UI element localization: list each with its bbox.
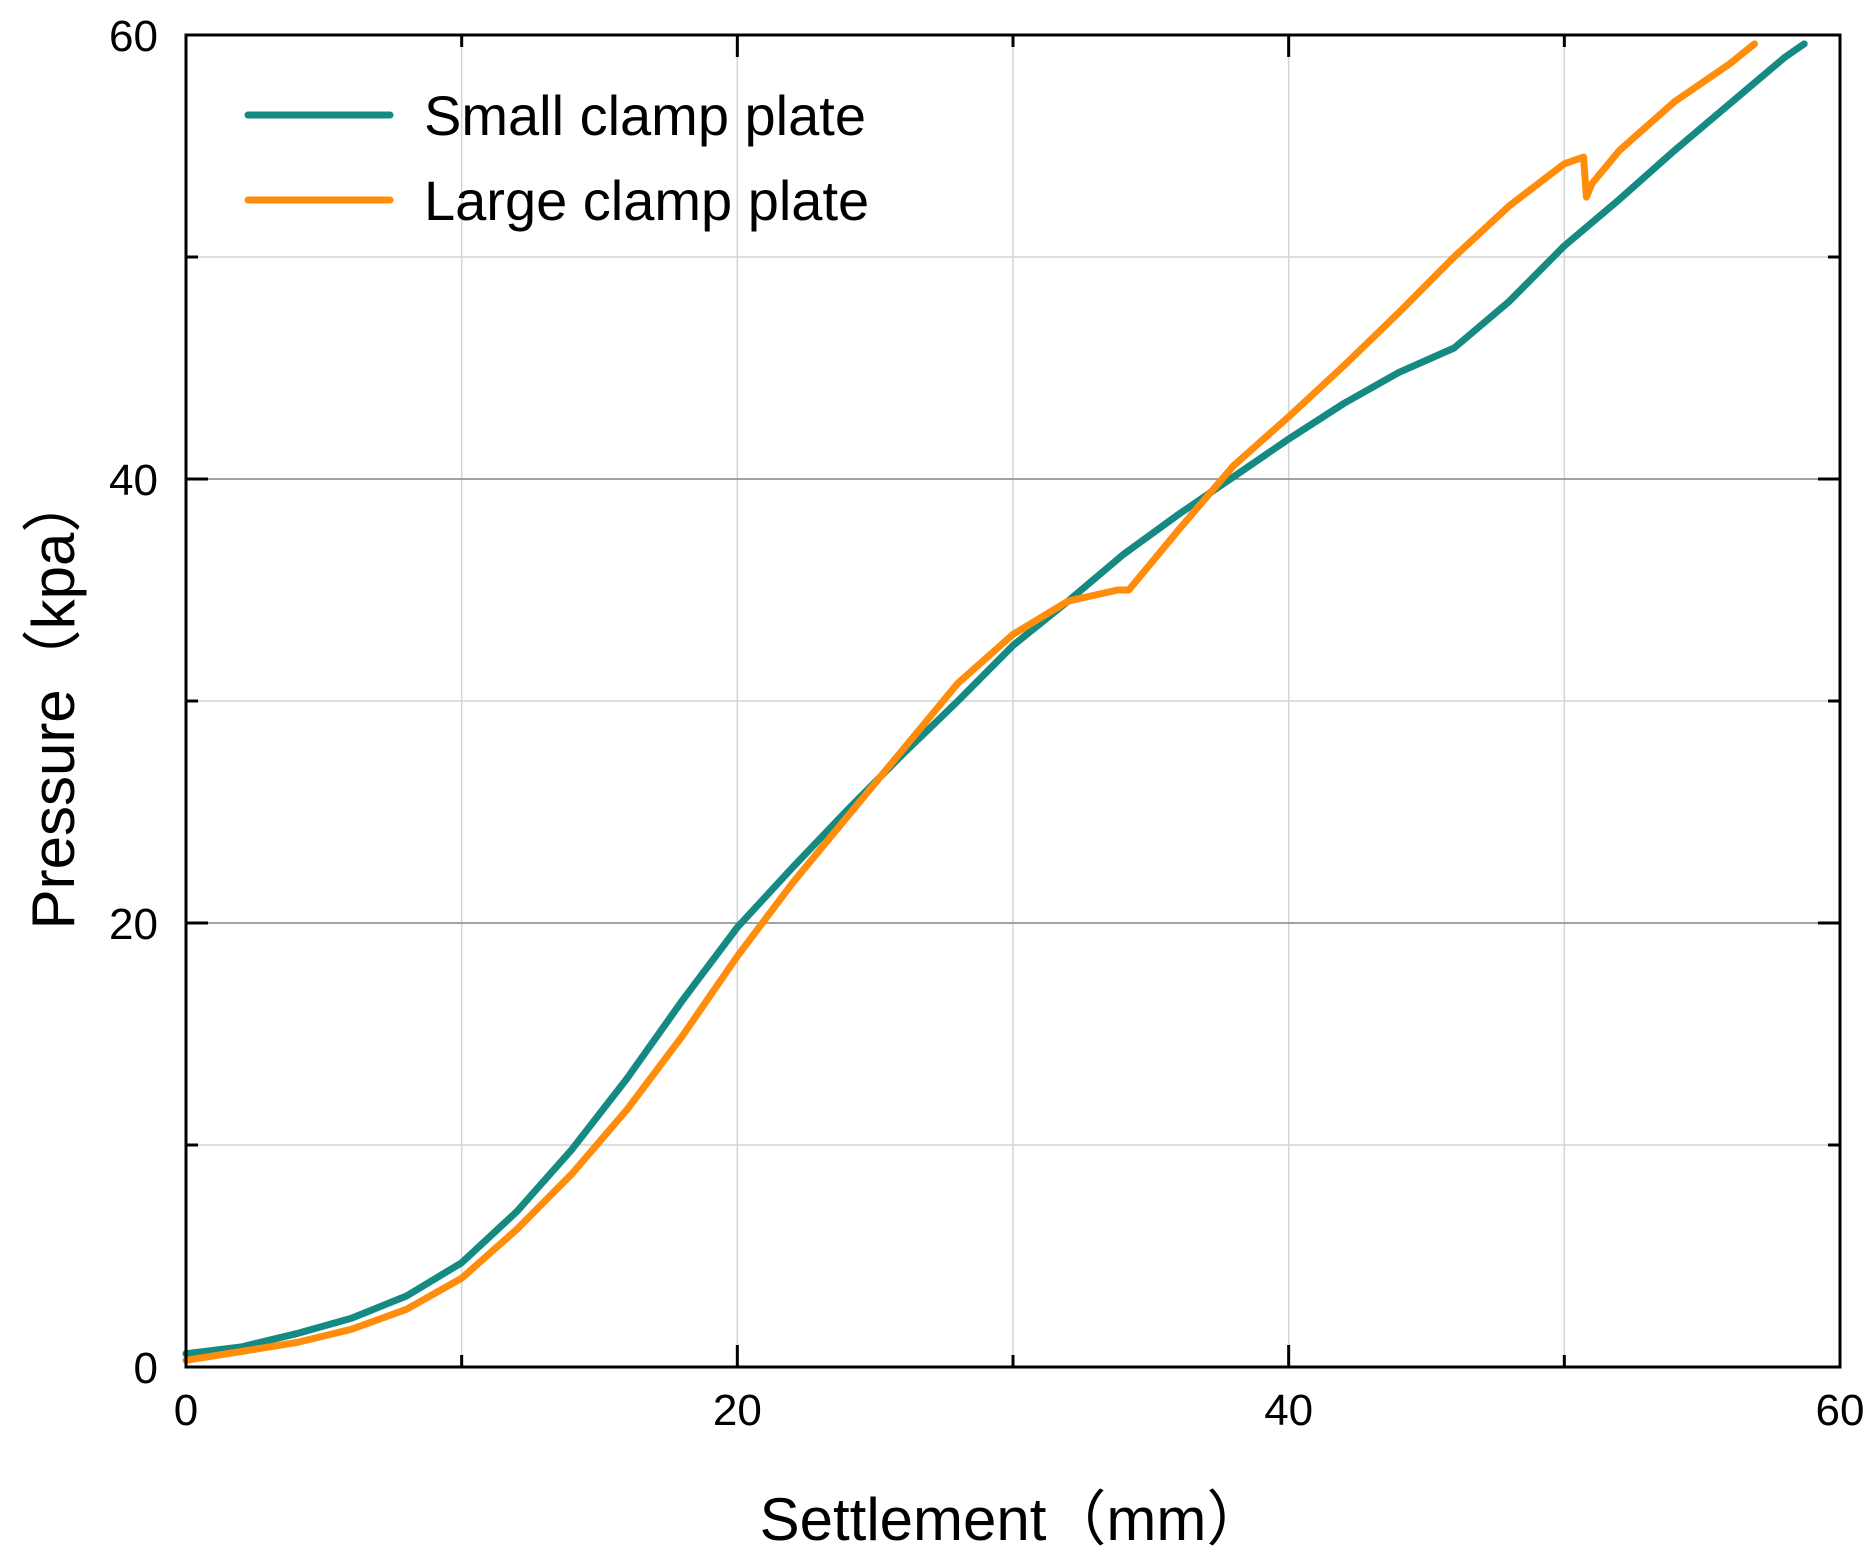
series-line-large-clamp-plate (182, 40, 1758, 1364)
x-tick-label: 20 (713, 1386, 762, 1435)
y-tick-label: 60 (109, 12, 158, 61)
x-tick-label: 60 (1816, 1386, 1865, 1435)
legend-label-large-clamp-plate: Large clamp plate (424, 169, 869, 232)
y-tick-label: 40 (109, 456, 158, 505)
plot-frame (184, 33, 1842, 1369)
grid-layer (186, 35, 1840, 1367)
legend-label-small-clamp-plate: Small clamp plate (424, 84, 866, 147)
x-tick-label: 0 (174, 1386, 198, 1435)
y-tick-label: 0 (134, 1344, 158, 1393)
y-axis-title: Pressure（kpa） (20, 473, 87, 930)
legend: Small clamp plate Large clamp plate (244, 84, 869, 232)
series-layer (182, 40, 1808, 1364)
x-tick-label: 40 (1264, 1386, 1313, 1435)
labels-layer: 0 20 40 60 0 20 40 60 (109, 12, 1864, 1435)
y-tick-label: 20 (109, 900, 158, 949)
x-axis-title: Settlement（mm） (760, 1486, 1267, 1553)
series-line-small-clamp-plate (182, 40, 1808, 1358)
